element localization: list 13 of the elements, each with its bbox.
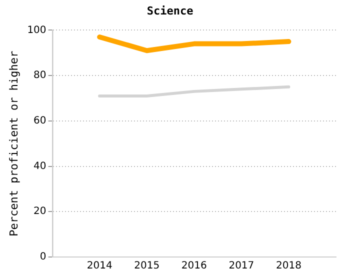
chart-title: Science [146,4,194,18]
y-tick-label: 0 [40,252,46,263]
x-tick-label: 2017 [228,260,254,272]
x-tick-label: 2018 [276,260,302,272]
x-tick-label: 2014 [86,260,112,272]
y-tick-label: 100 [27,24,46,36]
x-tick-label: 2015 [134,260,160,272]
y-tick-label: 60 [34,116,46,127]
y-tick-label: 80 [34,70,46,82]
x-tick-label: 2016 [181,260,207,272]
y-tick-label: 20 [34,206,46,218]
y-tick-label: 40 [34,160,46,172]
y-axis-title: Percent proficient or higher [7,50,20,236]
